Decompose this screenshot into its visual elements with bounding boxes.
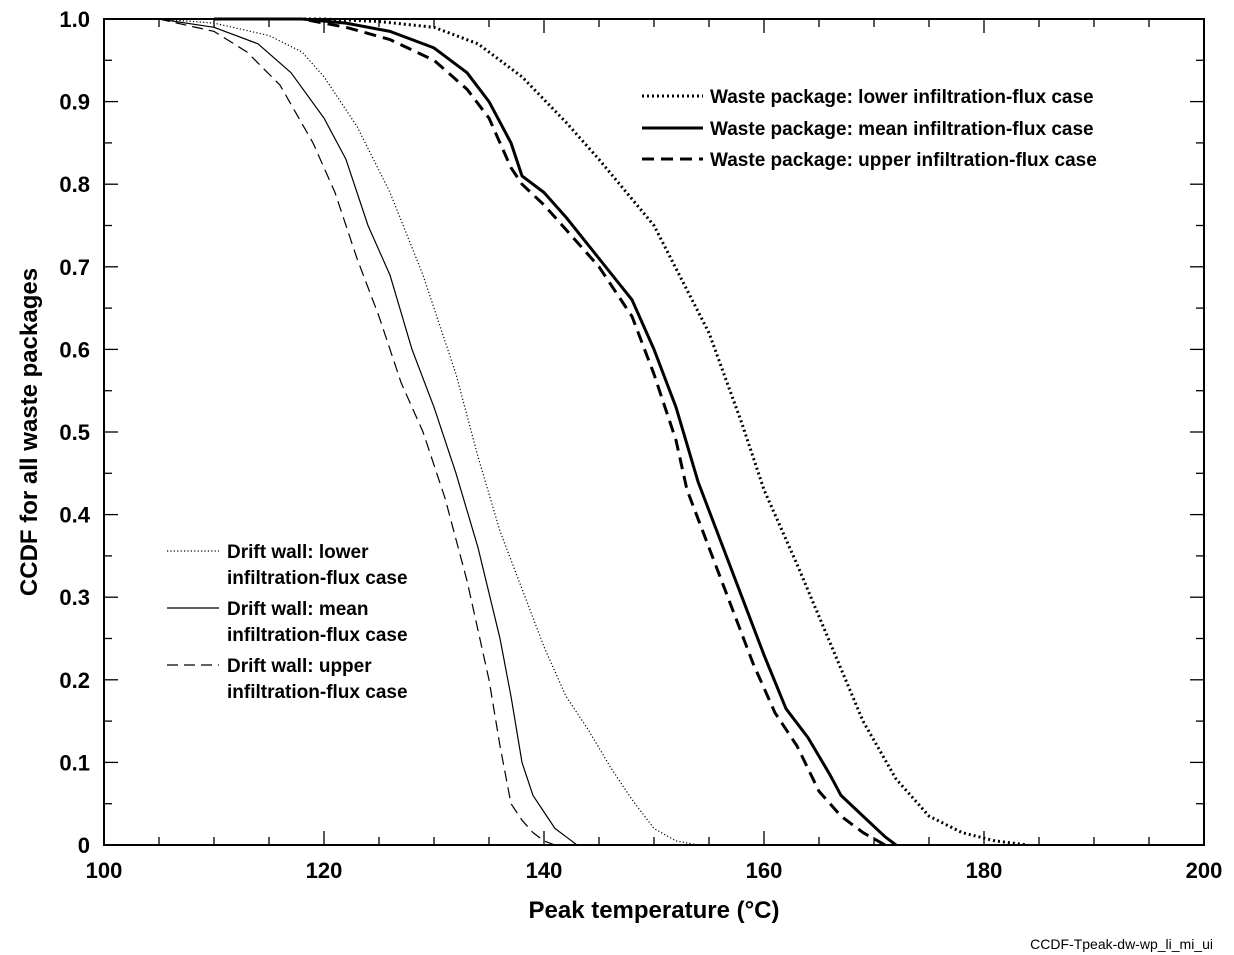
tick-labels: 100 120 140 160 180 200 0 0.1 0.2 0.3 0.4 0.5 0.6 0.7… [59, 7, 1222, 883]
legend-label-dw-mean-1: Drift wall: mean [227, 599, 368, 620]
figure-id-footnote: CCDF-Tpeak-dw-wp_li_mi_ui [1030, 936, 1213, 952]
series-line-waste-package-lower-infiltration-flux-case [214, 17, 1029, 847]
y-tick-label: 0.2 [59, 668, 90, 693]
legend-label-dw-upper-1: Drift wall: upper [227, 656, 372, 677]
y-tick-label: 0.6 [59, 337, 90, 362]
x-tick-label: 160 [746, 858, 783, 883]
y-tick-label: 1.0 [59, 7, 90, 32]
legend-label-dw-lower-1: Drift wall: lower [227, 542, 369, 563]
legend-label-dw-lower-2: infiltration-flux case [227, 568, 408, 589]
plot-frame [103, 18, 1205, 846]
series-lines [158, 17, 1029, 847]
legend-label-wp-lower: Waste package: lower infiltration-flux c… [710, 87, 1094, 108]
series-line-waste-package-mean-infiltration-flux-case [214, 17, 897, 847]
x-tick-label: 100 [86, 858, 123, 883]
x-tick-label: 200 [1186, 858, 1223, 883]
x-axis-title: Peak temperature (°C) [528, 897, 779, 924]
x-tick-label: 120 [306, 858, 343, 883]
x-tick-label: 140 [526, 858, 563, 883]
legend-label-dw-mean-2: infiltration-flux case [227, 625, 408, 646]
x-tick-label: 180 [966, 858, 1003, 883]
y-tick-label: 0.3 [59, 585, 90, 610]
series-line-waste-package-upper-infiltration-flux-case [214, 17, 886, 847]
series-line-drift-wall-upper-infiltration-flux-case [158, 18, 556, 846]
legend-drift-wall: Drift wall: lower infiltration-flux case… [167, 542, 408, 703]
y-tick-label: 0.8 [59, 172, 90, 197]
y-tick-label: 0.7 [59, 255, 90, 280]
y-axis-title: CCDF for all waste packages [16, 268, 43, 596]
legend-label-wp-upper: Waste package: upper infiltration-flux c… [710, 150, 1097, 171]
series-line-drift-wall-mean-infiltration-flux-case [158, 18, 578, 846]
legend-label-wp-mean: Waste package: mean infiltration-flux ca… [710, 119, 1094, 140]
y-tick-label: 0.4 [59, 503, 90, 528]
y-tick-label: 0 [78, 833, 90, 858]
y-tick-label: 0.1 [59, 750, 90, 775]
tick-marks [103, 18, 1205, 846]
legend-waste-package: Waste package: lower infiltration-flux c… [642, 87, 1097, 171]
y-tick-label: 0.5 [59, 420, 90, 445]
legend-label-dw-upper-2: infiltration-flux case [227, 682, 408, 703]
series-line-drift-wall-lower-infiltration-flux-case [158, 18, 699, 846]
y-tick-label: 0.9 [59, 90, 90, 115]
